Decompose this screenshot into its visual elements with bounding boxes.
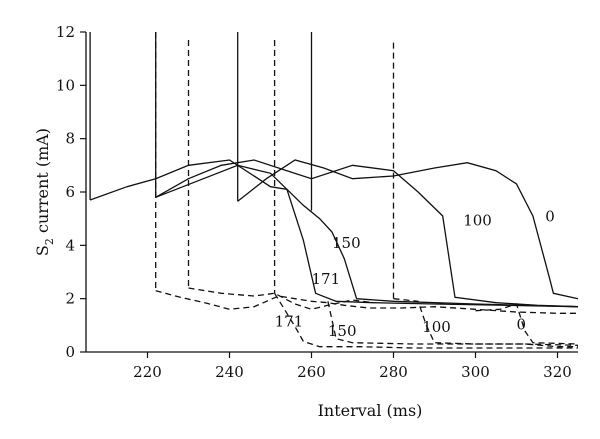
curve-label: 0 [517,315,527,333]
axes: 220 240 260 280 300 320 0 2 4 6 8 10 12 [56,23,578,381]
curve-label: 150 [332,234,361,252]
curve-label: 171 [275,313,304,331]
series-line-dashed [188,287,374,310]
curve-label: 0 [545,207,555,225]
x-tick-label: 240 [215,363,244,381]
curve-label: 150 [328,322,357,340]
series-line-solid [155,164,579,308]
y-tick-label: 8 [65,130,75,148]
plot-area [89,32,579,349]
series-line-dashed [274,292,578,349]
y-tick-label: 4 [65,236,75,254]
series-line-solid [155,159,579,308]
series-line-dashed [393,298,579,346]
y-axis-title-rest: current (mA) [33,128,52,238]
y-tick-label: 12 [56,23,75,41]
y-axis-title-subscript: 2 [43,238,56,245]
y-tick-label: 6 [65,183,75,201]
x-tick-label: 320 [543,363,572,381]
series-line-dashed [475,303,579,345]
x-tick-label: 300 [461,363,490,381]
x-tick-label: 280 [379,363,408,381]
y-tick-label: 0 [65,343,75,361]
y-axis-title-main: S [33,245,52,256]
curve-label: 100 [463,211,492,229]
y-tick-label: 10 [56,76,75,94]
series-line-dashed [327,301,578,348]
curve-labels: 0 100 150 171 171 150 100 0 [275,207,555,340]
curve-label: 100 [422,318,451,336]
x-axis-title: Interval (ms) [318,401,423,420]
y-axis-title: S2 current (mA) [33,128,56,256]
y-tick-label: 2 [65,290,75,308]
x-tick-label: 260 [297,363,326,381]
curve-label: 171 [312,270,341,288]
series-line-solid [237,159,579,300]
x-tick-label: 220 [133,363,162,381]
